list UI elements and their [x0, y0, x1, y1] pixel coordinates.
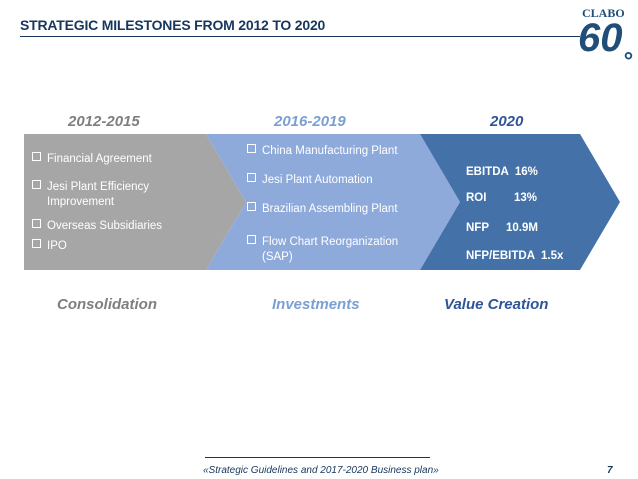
checkbox-bullet-icon	[32, 180, 41, 189]
period-label-2012-2015: 2012-2015	[68, 113, 140, 130]
title-divider	[20, 36, 580, 37]
checkbox-bullet-icon	[247, 144, 256, 153]
arrow-2016-2019	[206, 134, 460, 270]
milestone-item: Jesi Plant Automation	[247, 173, 373, 188]
milestone-item: Jesi Plant Efficiency Improvement	[32, 180, 149, 210]
period-label-2020: 2020	[490, 113, 524, 130]
milestone-item: Overseas Subsidiaries	[32, 219, 162, 234]
phase-label-value-creation: Value Creation	[444, 296, 549, 313]
checkbox-bullet-icon	[247, 202, 256, 211]
checkbox-bullet-icon	[247, 173, 256, 182]
milestone-item: Financial Agreement	[32, 152, 152, 167]
checkbox-bullet-icon	[247, 235, 256, 244]
milestone-item: Brazilian Assembling Plant	[247, 202, 398, 217]
footer-caption: «Strategic Guidelines and 2017-2020 Busi…	[203, 465, 439, 476]
period-label-2016-2019: 2016-2019	[274, 113, 346, 130]
checkbox-bullet-icon	[32, 219, 41, 228]
arrow-2012-2015	[24, 134, 246, 270]
milestone-item: Flow Chart Reorganization (SAP)	[247, 235, 398, 265]
kpi-nfp-ebitda: NFP/EBITDA 1.5x	[466, 250, 564, 262]
footer-divider	[205, 457, 430, 458]
logo-anniversary: 60°	[578, 16, 633, 75]
page-number: 7	[607, 465, 613, 476]
checkbox-bullet-icon	[32, 239, 41, 248]
milestone-item: IPO	[32, 239, 67, 254]
company-logo: CLABO 60°	[578, 2, 636, 75]
phase-label-consolidation: Consolidation	[57, 296, 157, 313]
kpi-roi: ROI 13%	[466, 192, 538, 204]
arrow-2020	[420, 134, 620, 270]
milestone-item: China Manufacturing Plant	[247, 144, 398, 159]
checkbox-bullet-icon	[32, 152, 41, 161]
logo-brand: CLABO	[582, 6, 625, 20]
phase-label-investments: Investments	[272, 296, 360, 313]
page-title: STRATEGIC MILESTONES FROM 2012 TO 2020	[20, 17, 326, 33]
kpi-ebitda: EBITDA 16%	[466, 166, 538, 178]
kpi-nfp: NFP 10.9M	[466, 222, 538, 234]
